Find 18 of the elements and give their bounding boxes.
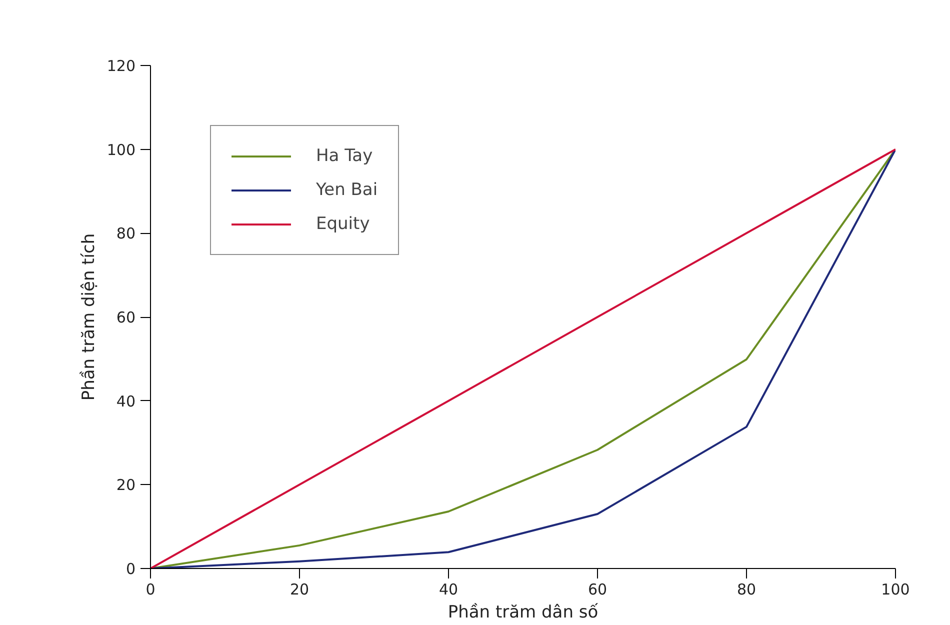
x-axis-title: Phần trăm dân số [448,602,599,622]
y-tick-label: 60 [116,308,136,326]
x-tick-label: 80 [736,580,756,598]
x-tick-label: 0 [146,580,156,598]
x-tick-label: 40 [438,580,458,598]
y-tick-label: 120 [106,57,136,75]
y-tick-label: 20 [116,476,136,494]
y-axis-title: Phần trăm diện tích [78,233,99,401]
legend-label: Ha Tay [316,146,373,166]
x-tick-label: 100 [881,580,910,598]
y-tick-label: 100 [106,140,136,159]
legend-label: Yen Bai [316,180,378,200]
y-tick-label: 0 [126,560,136,578]
y-tick-label: 80 [116,224,136,243]
x-tick-label: 60 [588,580,608,598]
legend-label: Equity [316,214,370,234]
x-tick-label: 20 [290,580,310,598]
y-tick-label: 40 [116,392,136,410]
